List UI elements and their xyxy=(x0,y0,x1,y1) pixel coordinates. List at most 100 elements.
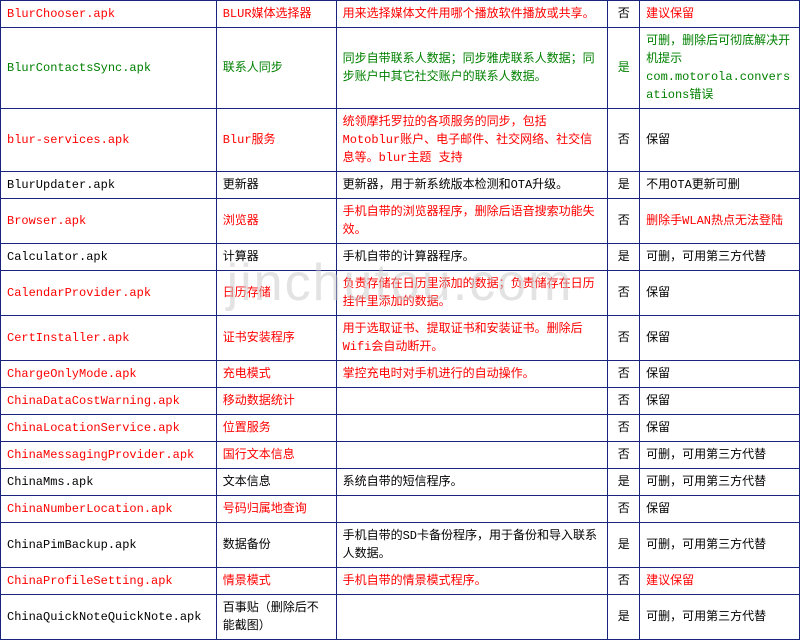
cell-flag: 否 xyxy=(608,415,640,442)
cell-name: 号码归属地查询 xyxy=(216,496,336,523)
cell-flag: 否 xyxy=(608,316,640,361)
cell-note: 保留 xyxy=(640,316,800,361)
cell-filename: ChinaQuickNoteQuickNote.apk xyxy=(1,595,217,640)
table-row: BlurUpdater.apk更新器更新器，用于新系统版本检测和OTA升级。是不… xyxy=(1,172,800,199)
cell-flag: 否 xyxy=(608,109,640,172)
table-row: BlurContactsSync.apk联系人同步同步自带联系人数据；同步雅虎联… xyxy=(1,28,800,109)
cell-description xyxy=(336,595,608,640)
table-row: CalendarProvider.apk日历存储负责存储在日历里添加的数据；负责… xyxy=(1,271,800,316)
cell-name: 百事贴（删除后不能截图） xyxy=(216,595,336,640)
cell-description: 统领摩托罗拉的各项服务的同步，包括Motoblur账户、电子邮件、社交网络、社交… xyxy=(336,109,608,172)
table-row: ChinaNumberLocation.apk号码归属地查询否保留 xyxy=(1,496,800,523)
cell-flag: 否 xyxy=(608,496,640,523)
cell-filename: CertInstaller.apk xyxy=(1,316,217,361)
cell-filename: ChinaDataCostWarning.apk xyxy=(1,388,217,415)
table-row: Browser.apk浏览器手机自带的浏览器程序，删除后语音搜索功能失效。否删除… xyxy=(1,199,800,244)
cell-flag: 否 xyxy=(608,388,640,415)
table-row: ChinaMms.apk文本信息系统自带的短信程序。是可删，可用第三方代替 xyxy=(1,469,800,496)
cell-filename: ChinaPimBackup.apk xyxy=(1,523,217,568)
cell-description xyxy=(336,388,608,415)
cell-name: 浏览器 xyxy=(216,199,336,244)
cell-filename: BlurContactsSync.apk xyxy=(1,28,217,109)
cell-flag: 否 xyxy=(608,568,640,595)
table-row: ChinaPimBackup.apk数据备份手机自带的SD卡备份程序，用于备份和… xyxy=(1,523,800,568)
cell-flag: 否 xyxy=(608,442,640,469)
cell-note: 保留 xyxy=(640,271,800,316)
cell-note: 可删，可用第三方代替 xyxy=(640,595,800,640)
cell-filename: Browser.apk xyxy=(1,199,217,244)
cell-note: 删除手WLAN热点无法登陆 xyxy=(640,199,800,244)
cell-name: BLUR媒体选择器 xyxy=(216,1,336,28)
apk-table: BlurChooser.apkBLUR媒体选择器用来选择媒体文件用哪个播放软件播… xyxy=(0,0,800,640)
cell-filename: ChinaMms.apk xyxy=(1,469,217,496)
table-row: ChargeOnlyMode.apk充电模式掌控充电时对手机进行的自动操作。否保… xyxy=(1,361,800,388)
table-row: ChinaLocationService.apk位置服务 否保留 xyxy=(1,415,800,442)
table-row: ChinaProfileSetting.apk情景模式手机自带的情景模式程序。否… xyxy=(1,568,800,595)
cell-filename: ChinaProfileSetting.apk xyxy=(1,568,217,595)
cell-filename: ChinaLocationService.apk xyxy=(1,415,217,442)
cell-description: 用于选取证书、提取证书和安装证书。删除后Wifi会自动断开。 xyxy=(336,316,608,361)
table-row: blur-services.apkBlur服务统领摩托罗拉的各项服务的同步，包括… xyxy=(1,109,800,172)
cell-filename: blur-services.apk xyxy=(1,109,217,172)
table-row: CertInstaller.apk证书安装程序用于选取证书、提取证书和安装证书。… xyxy=(1,316,800,361)
cell-name: 更新器 xyxy=(216,172,336,199)
cell-note: 保留 xyxy=(640,415,800,442)
cell-filename: CalendarProvider.apk xyxy=(1,271,217,316)
cell-name: Blur服务 xyxy=(216,109,336,172)
cell-note: 可删，删除后可彻底解决开机提示com.motorola.conversation… xyxy=(640,28,800,109)
cell-description: 手机自带的情景模式程序。 xyxy=(336,568,608,595)
cell-description xyxy=(336,415,608,442)
cell-description: 用来选择媒体文件用哪个播放软件播放或共享。 xyxy=(336,1,608,28)
cell-name: 计算器 xyxy=(216,244,336,271)
table-row: BlurChooser.apkBLUR媒体选择器用来选择媒体文件用哪个播放软件播… xyxy=(1,1,800,28)
cell-description: 同步自带联系人数据；同步雅虎联系人数据；同步账户中其它社交账户的联系人数据。 xyxy=(336,28,608,109)
cell-note: 可删，可用第三方代替 xyxy=(640,469,800,496)
cell-flag: 是 xyxy=(608,595,640,640)
cell-description: 手机自带的计算器程序。 xyxy=(336,244,608,271)
cell-note: 建议保留 xyxy=(640,1,800,28)
cell-filename: ChargeOnlyMode.apk xyxy=(1,361,217,388)
cell-name: 情景模式 xyxy=(216,568,336,595)
cell-description xyxy=(336,442,608,469)
cell-name: 充电模式 xyxy=(216,361,336,388)
cell-note: 保留 xyxy=(640,361,800,388)
cell-flag: 否 xyxy=(608,1,640,28)
cell-name: 移动数据统计 xyxy=(216,388,336,415)
cell-note: 保留 xyxy=(640,388,800,415)
cell-name: 日历存储 xyxy=(216,271,336,316)
table-row: ChinaMessagingProvider.apk国行文本信息 否可删，可用第三… xyxy=(1,442,800,469)
cell-name: 联系人同步 xyxy=(216,28,336,109)
cell-description: 更新器，用于新系统版本检测和OTA升级。 xyxy=(336,172,608,199)
cell-flag: 否 xyxy=(608,271,640,316)
cell-description: 手机自带的SD卡备份程序，用于备份和导入联系人数据。 xyxy=(336,523,608,568)
cell-description: 手机自带的浏览器程序，删除后语音搜索功能失效。 xyxy=(336,199,608,244)
cell-filename: BlurChooser.apk xyxy=(1,1,217,28)
cell-description: 掌控充电时对手机进行的自动操作。 xyxy=(336,361,608,388)
cell-flag: 是 xyxy=(608,523,640,568)
cell-flag: 否 xyxy=(608,361,640,388)
cell-flag: 是 xyxy=(608,244,640,271)
cell-name: 位置服务 xyxy=(216,415,336,442)
cell-note: 可删，可用第三方代替 xyxy=(640,442,800,469)
cell-flag: 否 xyxy=(608,199,640,244)
cell-flag: 是 xyxy=(608,28,640,109)
cell-filename: Calculator.apk xyxy=(1,244,217,271)
cell-filename: ChinaNumberLocation.apk xyxy=(1,496,217,523)
cell-filename: ChinaMessagingProvider.apk xyxy=(1,442,217,469)
cell-name: 证书安装程序 xyxy=(216,316,336,361)
cell-note: 可删，可用第三方代替 xyxy=(640,523,800,568)
table-row: Calculator.apk计算器手机自带的计算器程序。是可删，可用第三方代替 xyxy=(1,244,800,271)
cell-name: 国行文本信息 xyxy=(216,442,336,469)
cell-note: 保留 xyxy=(640,109,800,172)
cell-note: 可删，可用第三方代替 xyxy=(640,244,800,271)
cell-flag: 是 xyxy=(608,172,640,199)
cell-name: 数据备份 xyxy=(216,523,336,568)
cell-description: 系统自带的短信程序。 xyxy=(336,469,608,496)
cell-description xyxy=(336,496,608,523)
cell-flag: 是 xyxy=(608,469,640,496)
cell-note: 建议保留 xyxy=(640,568,800,595)
table-row: ChinaQuickNoteQuickNote.apk百事贴（删除后不能截图） 是… xyxy=(1,595,800,640)
cell-note: 不用OTA更新可删 xyxy=(640,172,800,199)
cell-filename: BlurUpdater.apk xyxy=(1,172,217,199)
cell-description: 负责存储在日历里添加的数据；负责储存在日历挂件里添加的数据。 xyxy=(336,271,608,316)
